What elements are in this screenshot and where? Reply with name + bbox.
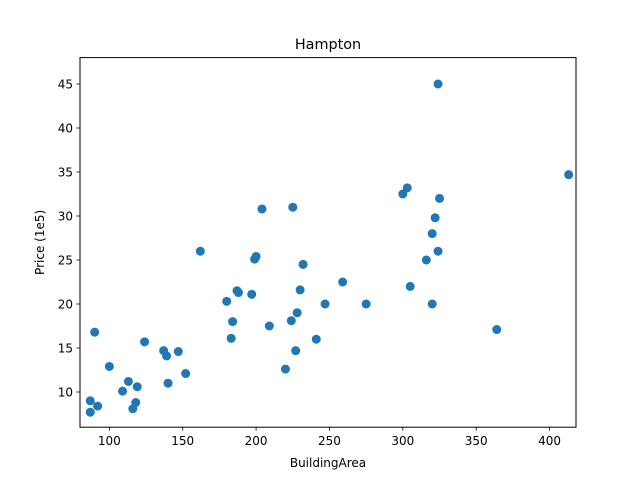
data-point — [131, 398, 141, 408]
y-tick-label: 30 — [58, 209, 73, 223]
data-point — [251, 251, 261, 261]
x-axis-label: BuildingArea — [290, 456, 366, 470]
data-point — [311, 334, 321, 344]
x-tick-label: 150 — [171, 434, 194, 448]
data-point — [433, 246, 443, 256]
data-point — [320, 299, 330, 309]
x-tick-label: 100 — [98, 434, 121, 448]
data-point — [90, 327, 100, 337]
data-point — [427, 299, 437, 309]
data-point — [421, 255, 431, 265]
data-point — [492, 325, 502, 335]
x-tick-label: 350 — [465, 434, 488, 448]
data-point — [118, 386, 128, 396]
y-tick-label: 45 — [58, 77, 73, 91]
y-tick-label: 15 — [58, 341, 73, 355]
chart-title: Hampton — [295, 37, 361, 53]
data-point — [264, 321, 274, 331]
y-axis-label: Price (1e5) — [33, 210, 47, 275]
data-point — [93, 401, 103, 411]
data-point — [104, 361, 114, 371]
x-tick-label: 200 — [245, 434, 268, 448]
data-point — [173, 347, 183, 357]
data-point — [286, 316, 296, 326]
y-tick-label: 20 — [58, 297, 73, 311]
data-point — [280, 364, 290, 374]
y-tick-label: 40 — [58, 121, 73, 135]
y-axis-ticks: 10 15 20 25 30 35 40 45 — [58, 77, 80, 399]
data-point — [298, 259, 308, 269]
x-tick-label: 250 — [318, 434, 341, 448]
data-point — [405, 281, 415, 291]
x-axis-ticks: 100 150 200 250 300 350 400 — [98, 427, 561, 448]
data-point — [433, 79, 443, 89]
y-tick-label: 10 — [58, 385, 73, 399]
x-tick-label: 300 — [391, 434, 414, 448]
data-point — [222, 296, 232, 306]
data-point — [162, 351, 172, 361]
data-point — [195, 246, 205, 256]
data-point — [427, 229, 437, 239]
y-tick-label: 35 — [58, 165, 73, 179]
data-point — [226, 333, 236, 343]
data-point — [123, 376, 133, 386]
data-point — [288, 202, 298, 212]
y-tick-label: 25 — [58, 253, 73, 267]
data-point — [228, 317, 238, 327]
x-tick-label: 400 — [538, 434, 561, 448]
data-point — [163, 378, 173, 388]
data-point — [181, 369, 191, 379]
data-point — [295, 285, 305, 295]
data-points — [85, 79, 574, 417]
data-point — [140, 337, 150, 347]
data-point — [338, 277, 348, 287]
data-point — [85, 396, 95, 406]
data-point — [435, 193, 445, 203]
data-point — [85, 407, 95, 417]
plot-frame — [79, 57, 577, 428]
data-point — [132, 382, 142, 392]
data-point — [257, 204, 267, 214]
data-point — [430, 213, 440, 223]
data-point — [564, 170, 574, 180]
data-point — [292, 308, 302, 318]
data-point — [402, 183, 412, 193]
data-point — [233, 288, 243, 298]
data-point — [291, 346, 301, 356]
data-point — [247, 289, 257, 299]
data-point — [361, 299, 371, 309]
